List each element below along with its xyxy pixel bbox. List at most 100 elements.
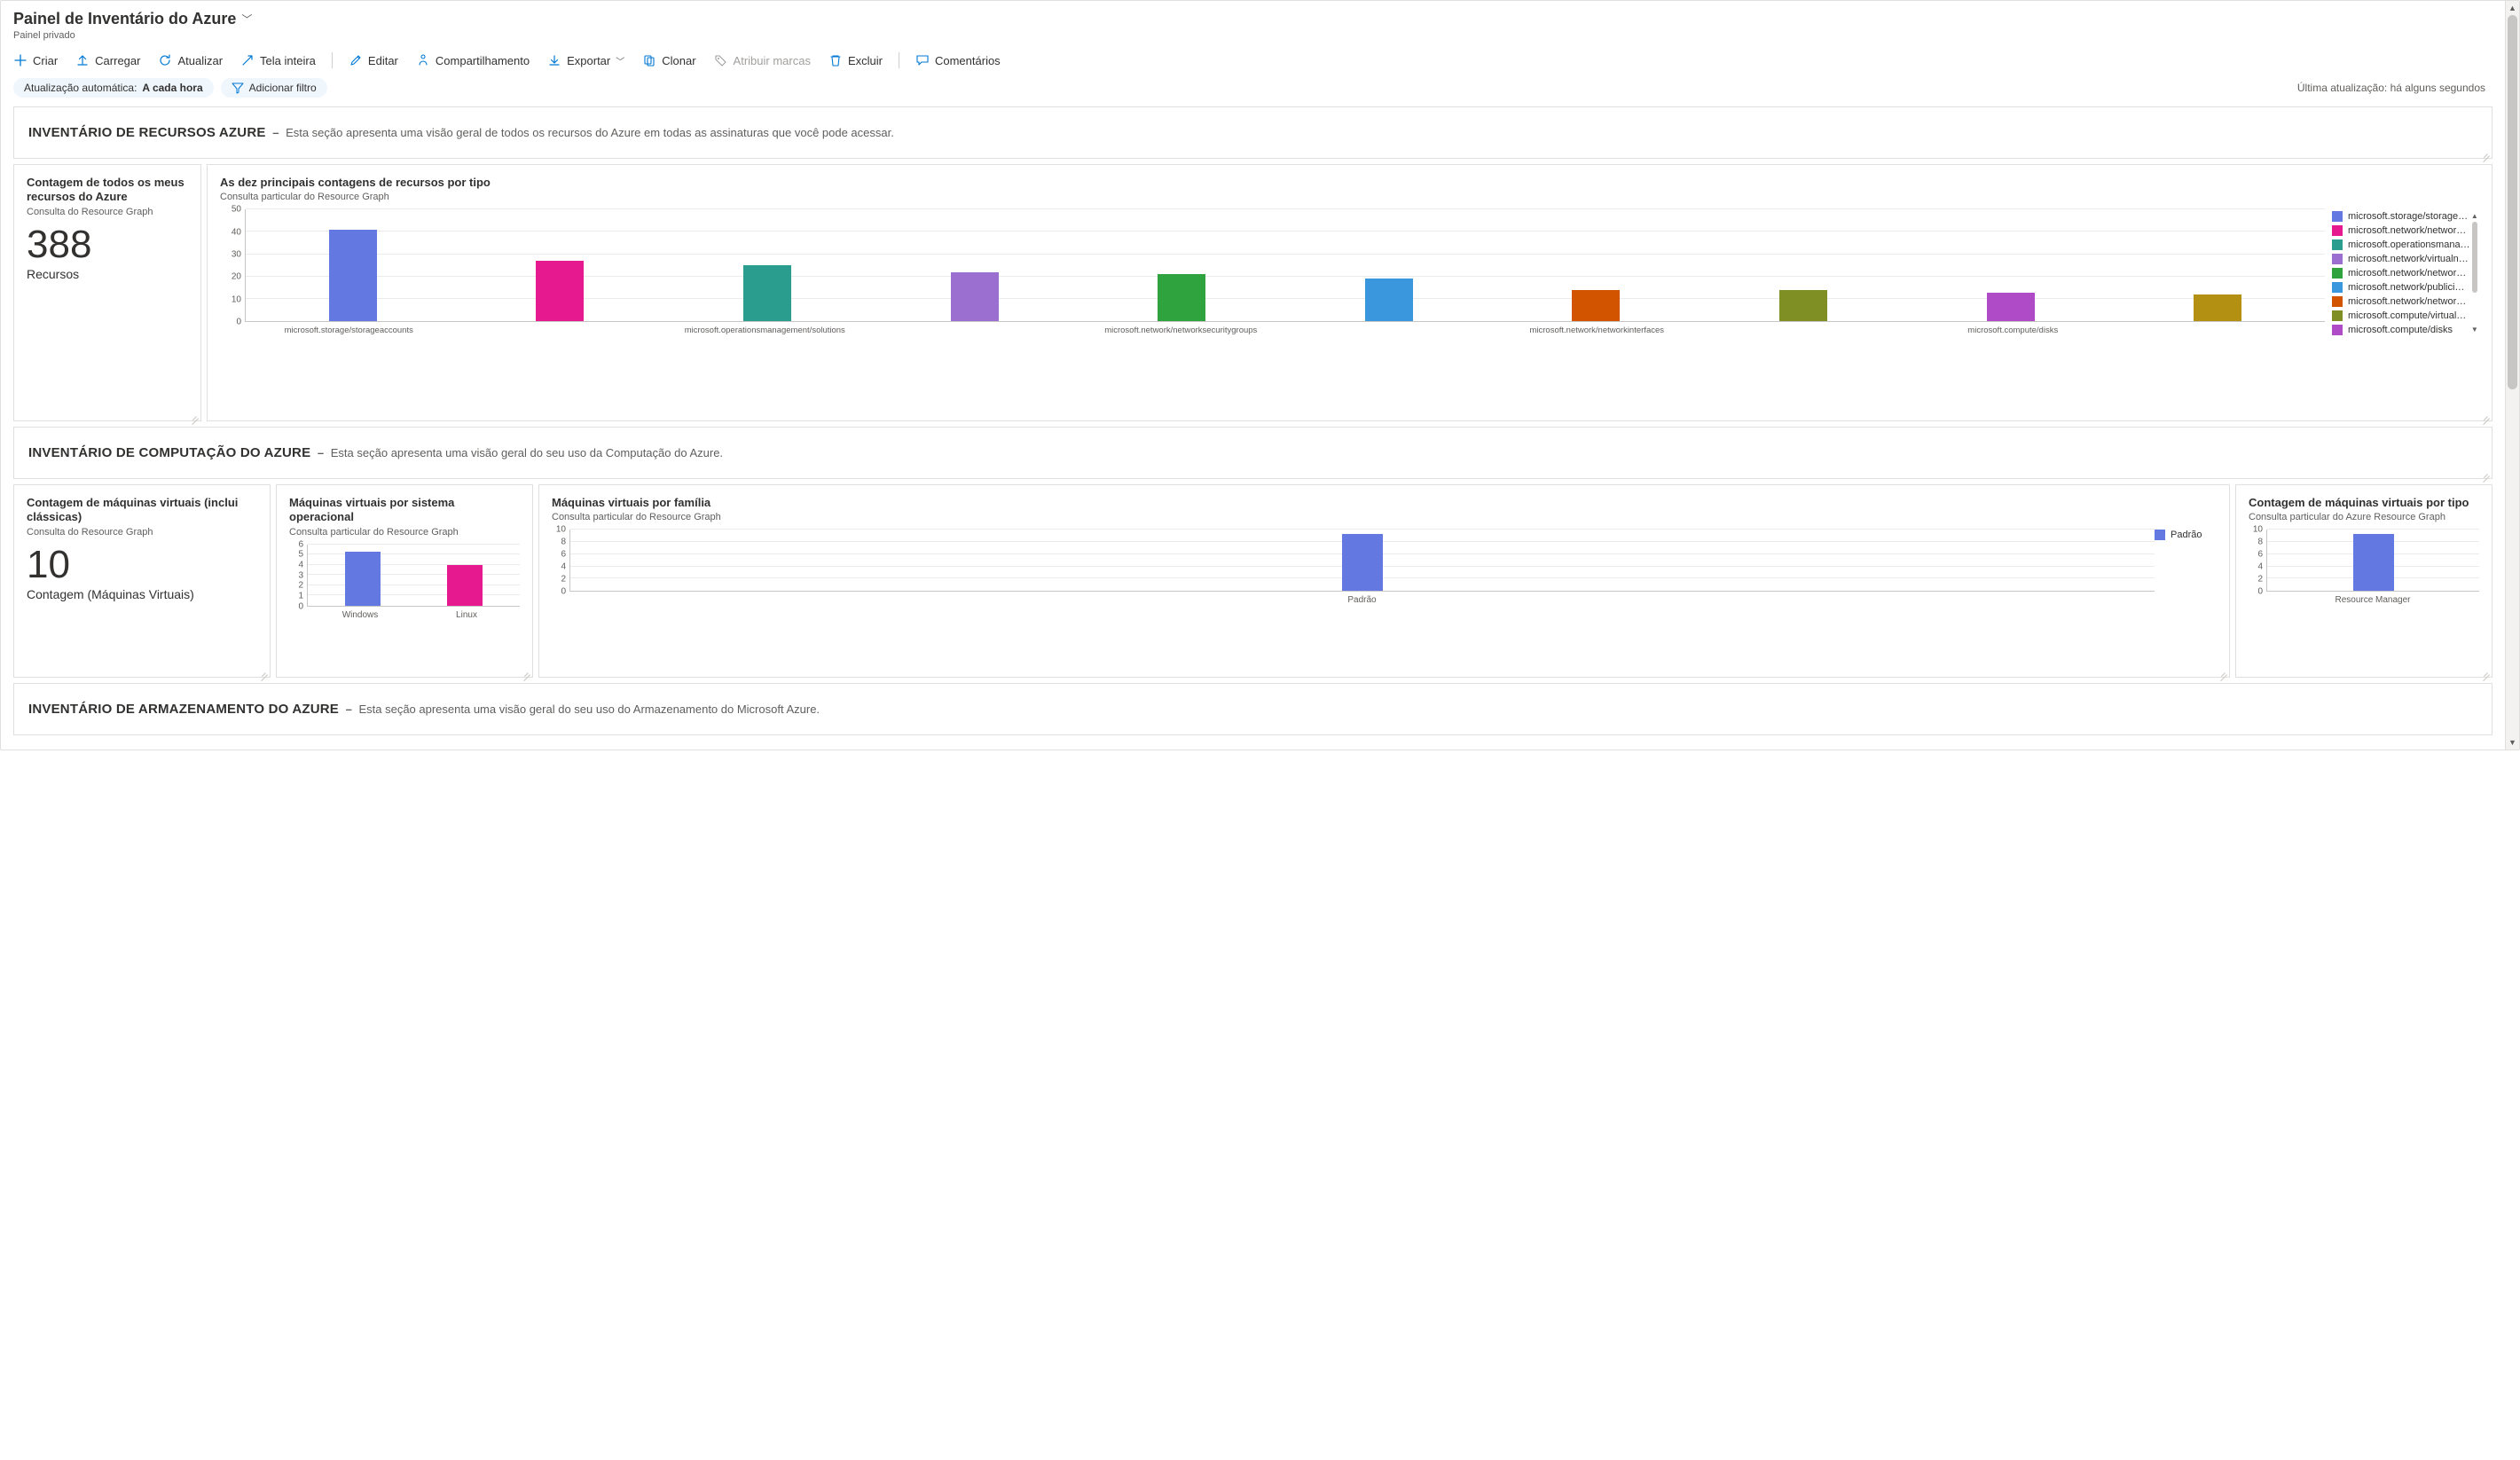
autorefresh-label: Atualização automática: (24, 82, 137, 94)
legend-label: microsoft.network/publici… (2348, 282, 2464, 293)
y-tick-label: 5 (298, 550, 303, 560)
legend-label: microsoft.network/networ… (2348, 268, 2466, 279)
scroll-down-icon[interactable]: ▼ (2506, 735, 2519, 750)
chevron-down-icon: ﹀ (241, 12, 252, 27)
dashboard-title-row[interactable]: Painel de Inventário do Azure ﹀ (13, 10, 2493, 28)
legend-item[interactable]: microsoft.compute/virtual… (2332, 310, 2470, 321)
clone-button[interactable]: Clonar (635, 50, 703, 71)
add-filter-pill[interactable]: Adicionar filtro (221, 78, 327, 98)
legend-swatch (2332, 325, 2343, 335)
legend-item[interactable]: microsoft.network/virtualn… (2332, 254, 2470, 264)
legend-label: microsoft.network/networ… (2348, 296, 2466, 307)
resize-grip[interactable] (522, 666, 530, 675)
bar[interactable] (951, 272, 999, 321)
y-tick-label: 30 (232, 250, 241, 260)
legend-item[interactable]: microsoft.network/networ… (2332, 225, 2470, 236)
bar[interactable] (536, 261, 584, 321)
y-tick-label: 8 (2257, 538, 2263, 547)
bar[interactable] (1779, 290, 1827, 321)
resize-grip[interactable] (2481, 666, 2490, 675)
section-desc: Esta seção apresenta uma visão geral do … (358, 703, 820, 716)
export-button[interactable]: Exportar ﹀ (540, 50, 632, 71)
section-compute-header[interactable]: INVENTÁRIO DE COMPUTAÇÃO DO AZURE – Esta… (13, 427, 2493, 479)
bar[interactable] (329, 230, 377, 321)
legend-scrollbar[interactable]: ▲ ▼ (2470, 209, 2479, 335)
export-label: Exportar (567, 54, 610, 67)
resize-grip[interactable] (2218, 666, 2227, 675)
share-label: Compartilhamento (436, 54, 530, 67)
dash: – (318, 446, 324, 459)
trash-icon (828, 53, 843, 67)
bar[interactable] (1158, 274, 1205, 321)
tile-top10-by-type[interactable]: As dez principais contagens de recursos … (207, 164, 2493, 421)
scroll-track[interactable] (2506, 15, 2519, 735)
dashboard-canvas: INVENTÁRIO DE RECURSOS AZURE – Esta seçã… (1, 106, 2505, 750)
legend-item[interactable]: microsoft.storage/storage… (2332, 211, 2470, 222)
plus-icon (13, 53, 27, 67)
bar[interactable] (447, 565, 483, 606)
legend: microsoft.storage/storage… microsoft.netw… (2332, 209, 2470, 335)
x-tick-label: microsoft.network/networkinterfaces (1493, 322, 1701, 335)
resize-grip[interactable] (190, 410, 199, 419)
upload-button[interactable]: Carregar (68, 50, 147, 71)
feedback-label: Comentários (935, 54, 1001, 67)
tile-count-all-resources[interactable]: Contagem de todos os meus recursos do Az… (13, 164, 201, 421)
clone-label: Clonar (662, 54, 695, 67)
bar[interactable] (743, 265, 791, 321)
delete-label: Excluir (848, 54, 883, 67)
resize-grip[interactable] (2481, 147, 2490, 156)
bar[interactable] (2353, 534, 2394, 591)
bar[interactable] (1342, 534, 1383, 591)
x-tick-label: microsoft.compute/disks (1909, 322, 2117, 335)
resize-grip[interactable] (2481, 410, 2490, 419)
scroll-thumb[interactable] (2508, 15, 2517, 389)
resize-grip[interactable] (259, 666, 268, 675)
legend-item[interactable]: microsoft.network/networ… (2332, 268, 2470, 279)
section-resources-header[interactable]: INVENTÁRIO DE RECURSOS AZURE – Esta seçã… (13, 106, 2493, 159)
scroll-up-icon[interactable]: ▲ (2506, 1, 2519, 15)
legend-swatch (2332, 225, 2343, 236)
share-button[interactable]: Compartilhamento (409, 50, 537, 71)
x-tick-label: microsoft.operationsmanagement/solutions (661, 322, 869, 335)
tile-vm-by-type[interactable]: Contagem de máquinas virtuais por tipo C… (2235, 484, 2493, 678)
bar[interactable] (1572, 290, 1620, 321)
feedback-button[interactable]: Comentários (908, 50, 1008, 71)
legend-item[interactable]: microsoft.network/publici… (2332, 282, 2470, 293)
scroll-up-icon[interactable]: ▲ (2470, 209, 2479, 222)
y-tick-label: 2 (2257, 575, 2263, 585)
section-storage-header[interactable]: INVENTÁRIO DE ARMAZENAMENTO DO AZURE – E… (13, 683, 2493, 735)
share-icon (416, 53, 430, 67)
y-axis-labels: 50403020100 (220, 209, 245, 322)
fullscreen-icon (240, 53, 255, 67)
tag-icon (714, 53, 728, 67)
bar[interactable] (1987, 293, 2035, 322)
page-scrollbar[interactable]: ▲ ▼ (2505, 1, 2519, 750)
legend-item[interactable]: microsoft.network/networ… (2332, 296, 2470, 307)
legend-item[interactable]: Padrão (2155, 530, 2217, 540)
x-axis-labels: Resource Manager (2249, 592, 2479, 605)
tile-vm-by-os[interactable]: Máquinas virtuais por sistema operaciona… (276, 484, 533, 678)
scroll-thumb[interactable] (2472, 222, 2477, 293)
y-axis-labels: 6543210 (289, 545, 307, 607)
delete-button[interactable]: Excluir (821, 50, 890, 71)
legend-item[interactable]: microsoft.operationsmana… (2332, 239, 2470, 250)
refresh-button[interactable]: Atualizar (151, 50, 230, 71)
bar[interactable] (2194, 294, 2241, 321)
scroll-down-icon[interactable]: ▼ (2470, 323, 2479, 335)
bar[interactable] (345, 552, 381, 606)
tile-vm-count[interactable]: Contagem de máquinas virtuais (inclui cl… (13, 484, 271, 678)
tile-subtitle: Consulta particular do Resource Graph (289, 527, 520, 538)
create-button[interactable]: Criar (6, 50, 65, 71)
x-axis-labels: Padrão (552, 592, 2155, 605)
autorefresh-pill[interactable]: Atualização automática: A cada hora (13, 78, 214, 98)
y-tick-label: 4 (298, 560, 303, 569)
section-desc: Esta seção apresenta uma visão geral do … (331, 446, 723, 459)
legend-item[interactable]: microsoft.compute/disks (2332, 325, 2470, 335)
edit-button[interactable]: Editar (341, 50, 405, 71)
fullscreen-button[interactable]: Tela inteira (233, 50, 323, 71)
bar[interactable] (1365, 279, 1413, 321)
tile-vm-by-family[interactable]: Máquinas virtuais por família Consulta p… (538, 484, 2230, 678)
resize-grip[interactable] (2481, 467, 2490, 476)
legend-label: microsoft.compute/disks (2348, 325, 2453, 335)
x-tick-label (1285, 322, 1494, 335)
